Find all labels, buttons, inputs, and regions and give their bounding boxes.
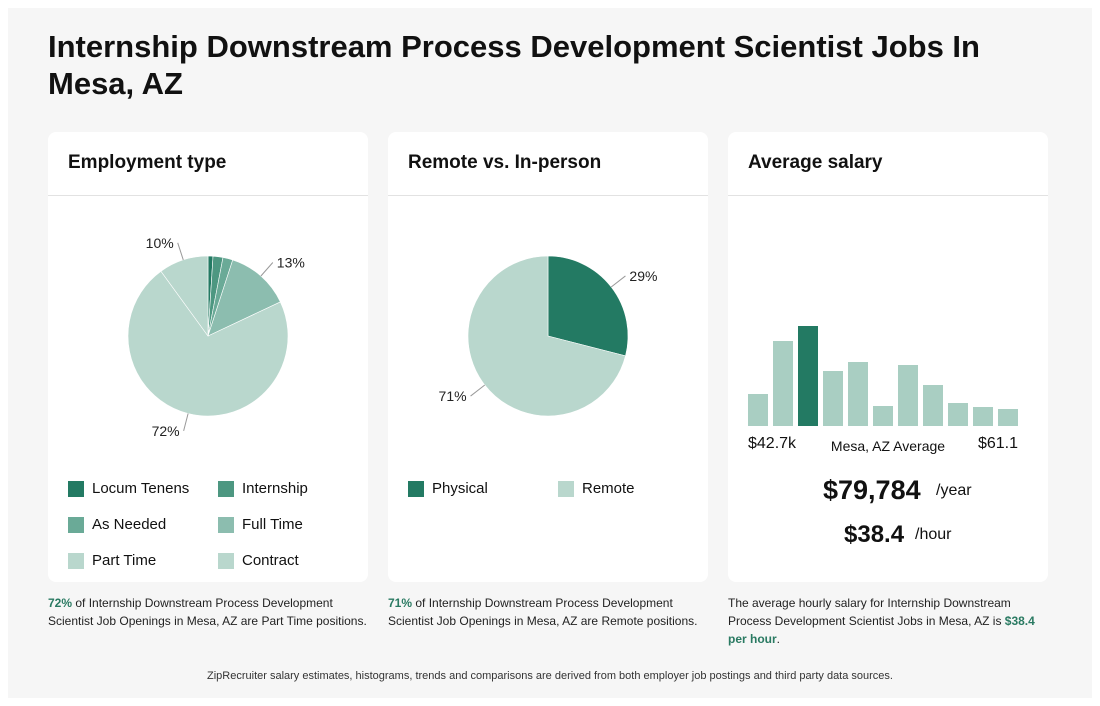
histogram-bar [848,362,868,426]
salary-caption-highlight: $38.4 per hour [728,614,1035,646]
histogram-bar [873,406,893,426]
histogram-bar [823,371,843,426]
pie-slice-part-time [127,270,289,417]
legend-item-full-time: Full Time [218,516,303,533]
legend-item-as-needed: As Needed [68,516,166,533]
legend-item-remote: Remote [558,480,635,497]
legend-swatch [68,480,84,497]
legend-swatch [558,480,574,497]
legend-swatch [218,480,234,497]
employment-type-card: Employment type 13% 72% 10% Locum Tenens I… [48,132,368,582]
salary-histogram [748,326,1018,426]
pie-slice-full-time [207,259,281,337]
legend-swatch [68,516,84,533]
legend-label: Contract [242,552,299,569]
histogram-bar [948,403,968,426]
histogram-bar [773,341,793,426]
remote-vs-inperson-pie-chart: 29% 71% [439,255,657,417]
legend-label: As Needed [92,516,167,533]
employment-type-pie-chart: 13% 72% 10% [127,235,305,439]
legend-item-contract: Contract [218,552,299,569]
pie-label-leader [260,262,274,277]
employment-caption: 72% of Internship Downstream Process Dev… [48,594,368,630]
remote-caption-highlight: 71% [388,596,413,610]
pie-label-leader [183,413,189,432]
legend-label: Full Time [242,516,303,533]
legend-swatch [218,552,234,569]
footer-note: ZipRecruiter salary estimates, histogram… [207,670,893,682]
histogram-bar-highlight [798,326,818,426]
hourly-salary-value: $38.4 [844,521,905,548]
average-salary-heading: Average salary [728,132,1048,196]
legend-label: Part Time [92,552,157,569]
salary-caption-end: . [776,632,781,646]
legend-swatch [218,516,234,533]
salary-caption: The average hourly salary for Internship… [728,594,1048,648]
histogram-bar [973,407,993,426]
pie-percent-label: 29% [629,268,657,284]
remote-caption-text: of Internship Downstream Process Develop… [388,596,698,628]
legend-label: Remote [582,480,635,497]
employment-caption-highlight: 72% [48,596,73,610]
legend-label: Physical [432,480,488,497]
histogram-bar [923,385,943,426]
employment-type-heading: Employment type [48,132,368,196]
pie-label-leader [470,384,486,397]
pie-slice-remote [467,255,626,417]
remote-vs-inperson-card: Remote vs. In-person 29% 71% Physical Rem… [388,132,708,582]
pie-percent-label: 10% [146,235,174,251]
salary-range-label: Mesa, AZ Average [830,438,946,454]
histogram-bar [998,409,1018,426]
pie-slice-contract [160,255,209,337]
pie-percent-label: 72% [152,423,180,439]
pie-percent-label: 13% [277,254,305,270]
legend-item-physical: Physical [408,480,488,497]
histogram-bar [748,394,768,426]
hourly-salary-unit: /hour [915,526,952,543]
legend-swatch [68,552,84,569]
pie-label-leader [177,242,184,261]
legend-item-internship: Internship [218,480,308,497]
remote-vs-inperson-heading: Remote vs. In-person [388,132,708,196]
pie-label-leader [610,275,626,288]
salary-range-low: $42.7k [748,435,797,452]
legend-label: Locum Tenens [92,480,190,497]
yearly-salary-unit: /year [936,482,972,499]
remote-caption: 71% of Internship Downstream Process Dev… [388,594,708,630]
salary-range-high: $61.1 [977,435,1018,452]
legend-swatch [408,480,424,497]
page-title: Internship Downstream Process Developmen… [48,29,980,101]
page-frame: Internship Downstream Process Developmen… [8,8,1092,698]
average-salary-card: Average salary $42.7k Mesa, AZ Average $… [728,132,1048,582]
legend-item-locum-tenens: Locum Tenens [68,480,189,497]
yearly-salary-value: $79,784 [823,475,921,505]
pie-percent-label: 71% [439,388,467,404]
histogram-bar [898,365,918,426]
legend-label: Internship [242,480,308,497]
salary-caption-text: The average hourly salary for Internship… [728,596,1011,628]
legend-item-part-time: Part Time [68,552,156,569]
employment-caption-text: of Internship Downstream Process Develop… [48,596,367,628]
